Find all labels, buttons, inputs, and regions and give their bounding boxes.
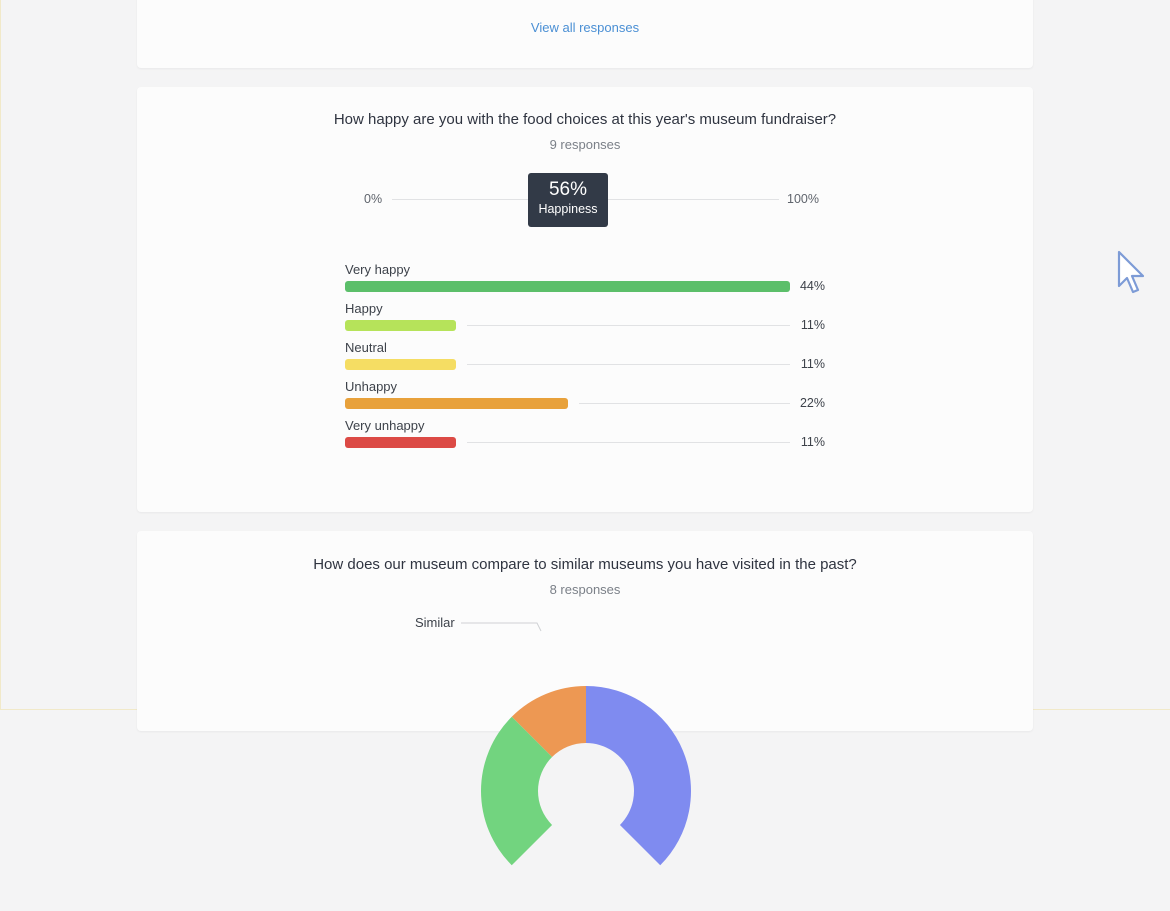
bar-percentage: 44% — [799, 279, 825, 293]
bar-track — [345, 281, 790, 292]
bar-remainder-line — [579, 403, 790, 404]
page-edge-left — [0, 0, 1, 710]
bar-track — [345, 398, 790, 409]
bar-track — [345, 359, 790, 370]
bar-row-neutral: Neutral 11% — [345, 340, 825, 379]
bar-label: Neutral — [345, 340, 387, 355]
bar-row-very-happy: Very happy 44% — [345, 262, 825, 301]
view-all-responses-link[interactable]: View all responses — [530, 20, 640, 35]
response-count: 9 responses — [549, 137, 621, 152]
previous-question-card: View all responses — [137, 0, 1033, 68]
donut-label-leader-line — [461, 622, 542, 632]
happiness-score-label: Happiness — [538, 202, 598, 216]
scale-min-label: 0% — [364, 192, 383, 206]
bar-fill — [345, 281, 790, 292]
bar-remainder-line — [467, 442, 790, 443]
bar-fill — [345, 398, 568, 409]
bar-row-very-unhappy: Very unhappy 11% — [345, 418, 825, 457]
bar-track — [345, 320, 790, 331]
bar-row-happy: Happy 11% — [345, 301, 825, 340]
bar-percentage: 22% — [799, 396, 825, 410]
comparison-donut-chart — [461, 622, 691, 866]
bar-remainder-line — [467, 364, 790, 365]
comparison-question-card: How does our museum compare to similar m… — [137, 531, 1033, 866]
question-title: How does our museum compare to similar m… — [313, 556, 857, 573]
bar-fill — [345, 437, 456, 448]
bar-label: Very unhappy — [345, 418, 425, 433]
donut-slice-label-similar: Similar — [415, 615, 455, 630]
bar-percentage: 11% — [800, 318, 825, 332]
bar-row-unhappy: Unhappy 22% — [345, 379, 825, 418]
bar-label: Happy — [345, 301, 383, 316]
response-count: 8 responses — [549, 582, 621, 597]
scale-max-label: 100% — [787, 192, 819, 206]
bar-track — [345, 437, 790, 448]
bar-remainder-line — [467, 325, 790, 326]
bar-percentage: 11% — [800, 357, 825, 371]
question-title: How happy are you with the food choices … — [333, 111, 837, 128]
bar-percentage: 11% — [800, 435, 825, 449]
bar-label: Very happy — [345, 262, 411, 277]
happiness-score-marker: 56% Happiness — [528, 173, 608, 227]
happiness-question-card: How happy are you with the food choices … — [137, 87, 1033, 512]
donut-slice-1[interactable] — [586, 686, 691, 866]
mouse-cursor-icon — [1117, 250, 1145, 294]
bar-fill — [345, 320, 456, 331]
bar-label: Unhappy — [345, 379, 398, 394]
bar-fill — [345, 359, 456, 370]
happiness-score-value: 56% — [548, 179, 588, 200]
